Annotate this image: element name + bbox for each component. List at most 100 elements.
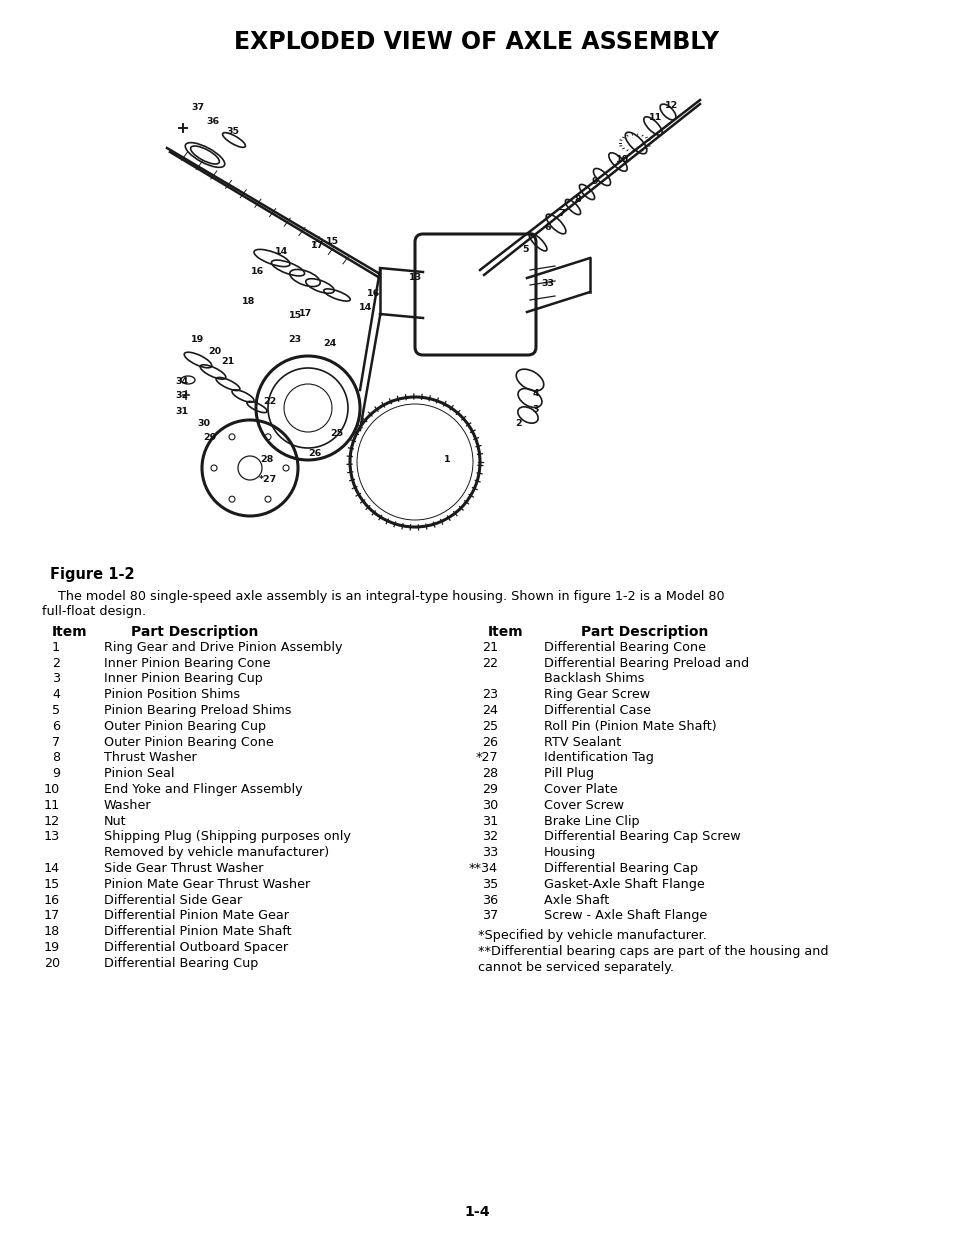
Text: Pinion Mate Gear Thrust Washer: Pinion Mate Gear Thrust Washer bbox=[104, 878, 310, 890]
Text: 30: 30 bbox=[197, 420, 211, 429]
Text: 23: 23 bbox=[481, 688, 497, 701]
Text: Thrust Washer: Thrust Washer bbox=[104, 751, 196, 764]
Text: Differential Pinion Mate Gear: Differential Pinion Mate Gear bbox=[104, 909, 289, 923]
Text: cannot be serviced separately.: cannot be serviced separately. bbox=[477, 961, 673, 974]
Text: 16: 16 bbox=[367, 289, 380, 299]
Text: Removed by vehicle manufacturer): Removed by vehicle manufacturer) bbox=[104, 846, 329, 860]
Text: 6: 6 bbox=[52, 720, 60, 732]
Text: RTV Sealant: RTV Sealant bbox=[543, 736, 620, 748]
Text: 32: 32 bbox=[175, 391, 189, 400]
Text: Identification Tag: Identification Tag bbox=[543, 751, 653, 764]
Text: 33: 33 bbox=[541, 279, 554, 289]
Text: 37: 37 bbox=[481, 909, 497, 923]
Text: Differential Case: Differential Case bbox=[543, 704, 650, 718]
Text: Nut: Nut bbox=[104, 815, 127, 827]
Text: full-float design.: full-float design. bbox=[42, 605, 146, 618]
Text: Item: Item bbox=[488, 625, 523, 638]
Text: Ring Gear Screw: Ring Gear Screw bbox=[543, 688, 649, 701]
Text: Cover Plate: Cover Plate bbox=[543, 783, 617, 797]
Text: Item: Item bbox=[52, 625, 88, 638]
Text: 20: 20 bbox=[44, 957, 60, 969]
Text: 17: 17 bbox=[44, 909, 60, 923]
Text: Differential Side Gear: Differential Side Gear bbox=[104, 894, 242, 906]
Text: Axle Shaft: Axle Shaft bbox=[543, 894, 609, 906]
Text: 8: 8 bbox=[574, 194, 580, 204]
Text: 11: 11 bbox=[44, 799, 60, 811]
Text: Inner Pinion Bearing Cup: Inner Pinion Bearing Cup bbox=[104, 672, 263, 685]
Text: 29: 29 bbox=[203, 432, 216, 441]
Text: 34: 34 bbox=[175, 377, 189, 385]
Text: *Specified by vehicle manufacturer.: *Specified by vehicle manufacturer. bbox=[477, 929, 706, 942]
Text: Differential Bearing Preload and: Differential Bearing Preload and bbox=[543, 657, 748, 669]
Text: 25: 25 bbox=[481, 720, 497, 732]
Text: 1-4: 1-4 bbox=[464, 1205, 489, 1219]
Text: 7: 7 bbox=[51, 736, 60, 748]
Text: 7: 7 bbox=[558, 210, 565, 219]
Text: Washer: Washer bbox=[104, 799, 152, 811]
Text: 18: 18 bbox=[242, 296, 255, 305]
Text: 15: 15 bbox=[288, 311, 301, 321]
Text: 21: 21 bbox=[221, 357, 234, 366]
Text: Differential Bearing Cup: Differential Bearing Cup bbox=[104, 957, 258, 969]
Text: 12: 12 bbox=[44, 815, 60, 827]
Text: Inner Pinion Bearing Cone: Inner Pinion Bearing Cone bbox=[104, 657, 271, 669]
Text: 14: 14 bbox=[359, 303, 373, 311]
Text: 2: 2 bbox=[52, 657, 60, 669]
Text: Ring Gear and Drive Pinion Assembly: Ring Gear and Drive Pinion Assembly bbox=[104, 641, 342, 653]
Text: Differential Bearing Cap Screw: Differential Bearing Cap Screw bbox=[543, 830, 740, 844]
Text: Cover Screw: Cover Screw bbox=[543, 799, 623, 811]
Text: Outer Pinion Bearing Cone: Outer Pinion Bearing Cone bbox=[104, 736, 274, 748]
Text: Side Gear Thrust Washer: Side Gear Thrust Washer bbox=[104, 862, 263, 876]
Text: 2: 2 bbox=[516, 420, 521, 429]
Text: Gasket-Axle Shaft Flange: Gasket-Axle Shaft Flange bbox=[543, 878, 704, 890]
Text: 10: 10 bbox=[615, 154, 628, 163]
Text: Part Description: Part Description bbox=[132, 625, 258, 638]
Text: Differential Bearing Cap: Differential Bearing Cap bbox=[543, 862, 698, 876]
Text: 11: 11 bbox=[649, 114, 662, 122]
Text: 37: 37 bbox=[192, 103, 204, 111]
Text: 24: 24 bbox=[481, 704, 497, 718]
Text: 1: 1 bbox=[51, 641, 60, 653]
Text: 5: 5 bbox=[51, 704, 60, 718]
Text: 23: 23 bbox=[288, 335, 301, 343]
Text: 22: 22 bbox=[481, 657, 497, 669]
Text: 15: 15 bbox=[325, 237, 338, 247]
Text: 15: 15 bbox=[44, 878, 60, 890]
Text: **Differential bearing caps are part of the housing and: **Differential bearing caps are part of … bbox=[477, 945, 827, 958]
Text: 35: 35 bbox=[481, 878, 497, 890]
Text: 19: 19 bbox=[44, 941, 60, 953]
Text: Pill Plug: Pill Plug bbox=[543, 767, 594, 781]
Text: **34: **34 bbox=[468, 862, 497, 876]
Text: 1: 1 bbox=[443, 454, 450, 463]
Text: 9: 9 bbox=[591, 178, 598, 186]
Text: 21: 21 bbox=[481, 641, 497, 653]
Text: 25: 25 bbox=[330, 430, 343, 438]
Text: 19: 19 bbox=[192, 335, 204, 343]
Text: 10: 10 bbox=[44, 783, 60, 797]
Text: Shipping Plug (Shipping purposes only: Shipping Plug (Shipping purposes only bbox=[104, 830, 351, 844]
Text: 31: 31 bbox=[481, 815, 497, 827]
Text: 35: 35 bbox=[226, 126, 239, 136]
Text: 14: 14 bbox=[275, 247, 289, 256]
Text: 12: 12 bbox=[664, 101, 678, 110]
Text: 16: 16 bbox=[251, 268, 264, 277]
Text: 13: 13 bbox=[44, 830, 60, 844]
Text: 13: 13 bbox=[408, 273, 421, 282]
Text: 26: 26 bbox=[481, 736, 497, 748]
Text: *27: *27 bbox=[258, 474, 276, 483]
Text: Housing: Housing bbox=[543, 846, 596, 860]
Text: 8: 8 bbox=[51, 751, 60, 764]
Text: 31: 31 bbox=[175, 408, 189, 416]
Text: *27: *27 bbox=[475, 751, 497, 764]
Text: Backlash Shims: Backlash Shims bbox=[543, 672, 644, 685]
Text: Screw - Axle Shaft Flange: Screw - Axle Shaft Flange bbox=[543, 909, 706, 923]
Text: 17: 17 bbox=[299, 310, 313, 319]
Text: 20: 20 bbox=[208, 347, 221, 356]
Text: 3: 3 bbox=[532, 405, 538, 414]
Text: Outer Pinion Bearing Cup: Outer Pinion Bearing Cup bbox=[104, 720, 266, 732]
Text: The model 80 single-speed axle assembly is an integral-type housing. Shown in fi: The model 80 single-speed axle assembly … bbox=[42, 590, 724, 603]
Text: Pinion Position Shims: Pinion Position Shims bbox=[104, 688, 240, 701]
Text: 28: 28 bbox=[260, 454, 274, 463]
Text: Roll Pin (Pinion Mate Shaft): Roll Pin (Pinion Mate Shaft) bbox=[543, 720, 716, 732]
Text: Pinion Bearing Preload Shims: Pinion Bearing Preload Shims bbox=[104, 704, 292, 718]
